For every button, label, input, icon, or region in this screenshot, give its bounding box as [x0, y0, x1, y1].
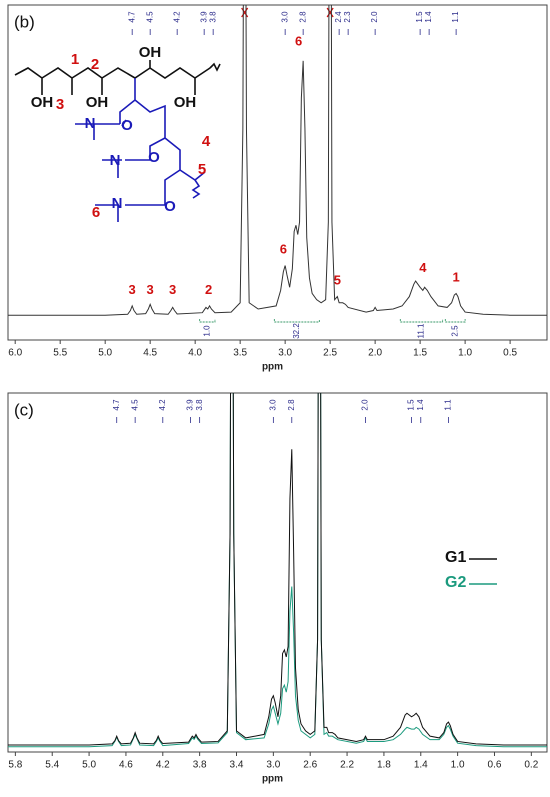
x-axis-label: ppm [262, 774, 283, 785]
structure-label: 6 [92, 204, 100, 221]
plot-frame [7, 392, 548, 753]
x-tick-label: 3.8 [193, 760, 207, 771]
peak-pick-label: 3.9 [199, 11, 208, 23]
peak-pick-label: 1.5 [407, 399, 416, 411]
x-axis-label: ppm [262, 362, 283, 373]
x-tick-label: 0.6 [488, 760, 502, 771]
spectrum-line [8, 393, 547, 748]
x-tick-label: 0.5 [503, 348, 517, 359]
peak-assignment: 3 [129, 282, 136, 297]
x-tick-label: 1.4 [414, 760, 428, 771]
structure-label: 1 [71, 51, 79, 68]
x-tick-label: 6.0 [8, 348, 22, 359]
structure-skeleton [14, 60, 221, 222]
structure-label: OH [174, 94, 197, 111]
peak-assignment: 3 [169, 282, 176, 297]
peak-pick-label: 2.3 [343, 11, 352, 23]
peak-pick-label: 1.4 [416, 399, 425, 411]
peak-pick-label: 1.1 [444, 399, 453, 411]
peak-assignment: 1 [452, 269, 459, 284]
x-tick-label: 5.5 [53, 348, 67, 359]
x-tick-label: 5.0 [98, 348, 112, 359]
x-tick-label: 5.8 [8, 760, 22, 771]
legend-label: G1 [445, 549, 466, 566]
integral-bracket [199, 319, 216, 323]
x-tick-label: 2.0 [368, 348, 382, 359]
peak-pick-label: 2.0 [370, 11, 379, 23]
panel-label: (c) [14, 400, 34, 419]
x-tick-label: 5.4 [45, 760, 59, 771]
peak-assignment: 4 [419, 260, 427, 275]
x-tick-label: 3.0 [278, 348, 292, 359]
peak-pick-label: 1.4 [424, 11, 433, 23]
integral-bracket [273, 319, 320, 323]
structure-label: 4 [202, 133, 211, 150]
integral-label: 2.5 [450, 325, 459, 337]
peak-assignment: 2 [205, 282, 212, 297]
x-tick-label: 1.5 [413, 348, 427, 359]
x-tick-label: 4.5 [143, 348, 157, 359]
integral-label: 1.0 [202, 325, 211, 337]
structure-label: OH [31, 94, 54, 111]
integral-label: 11.1 [417, 323, 426, 339]
x-tick-label: 3.5 [233, 348, 247, 359]
x-tick-label: 1.0 [458, 348, 472, 359]
x-tick-label: 4.6 [119, 760, 133, 771]
peak-pick-label: 4.7 [127, 11, 136, 23]
peak-assignment: 3 [147, 282, 154, 297]
peak-pick-label: 3.8 [195, 399, 204, 411]
x-tick-label: 1.0 [451, 760, 465, 771]
structure-label: OH [86, 94, 109, 111]
x-tick-label: 1.8 [377, 760, 391, 771]
peak-pick-label: 3.0 [280, 11, 289, 23]
structure-label: O [121, 117, 133, 134]
peak-pick-label: 2.8 [287, 399, 296, 411]
peak-pick-label: 1.1 [451, 11, 460, 23]
peak-pick-label: 4.2 [158, 399, 167, 411]
x-tick-label: 0.2 [524, 760, 538, 771]
structure-label: O [164, 198, 176, 215]
spectrum-line [8, 5, 547, 316]
x-tick-label: 2.2 [340, 760, 354, 771]
legend-label: G2 [445, 574, 466, 591]
structure-label: 2 [91, 56, 99, 73]
peak-assignment: 6 [280, 241, 287, 256]
x-tick-label: 3.4 [230, 760, 244, 771]
integral-label: 32.2 [292, 323, 301, 339]
integral-bracket [399, 319, 444, 323]
spectrum-line [8, 393, 547, 746]
structure-label: 5 [198, 161, 206, 178]
panel-label: (b) [14, 12, 35, 31]
peak-pick-label: 1.5 [415, 11, 424, 23]
excluded-peak-mark [326, 7, 334, 18]
peak-pick-label: 2.4 [334, 11, 343, 23]
peak-pick-label: 3.8 [208, 11, 217, 23]
integral-bracket [444, 319, 466, 323]
peak-pick-label: 3.0 [268, 399, 277, 411]
peak-pick-label: 4.5 [145, 11, 154, 23]
peak-pick-label: 2.8 [298, 11, 307, 23]
x-tick-label: 3.0 [266, 760, 280, 771]
x-tick-label: 2.5 [323, 348, 337, 359]
structure-label: O [148, 149, 160, 166]
peak-pick-label: 2.0 [361, 399, 370, 411]
structure-label: N [110, 152, 121, 169]
peak-assignment: 6 [295, 34, 302, 49]
x-tick-label: 4.0 [188, 348, 202, 359]
x-tick-label: 2.6 [303, 760, 317, 771]
peak-pick-label: 4.2 [172, 11, 181, 23]
peak-pick-label: 3.9 [186, 399, 195, 411]
peak-pick-label: 4.5 [130, 399, 139, 411]
peak-assignment: 5 [334, 273, 341, 288]
structure-label: N [112, 195, 123, 212]
x-tick-label: 5.0 [82, 760, 96, 771]
peak-pick-label: 4.7 [112, 399, 121, 411]
plot-frame [7, 4, 548, 341]
x-tick-label: 4.2 [156, 760, 170, 771]
structure-label: 3 [56, 96, 64, 113]
structure-label: OH [139, 44, 162, 61]
excluded-peak-mark [241, 7, 249, 18]
structure-label: N [85, 115, 96, 132]
